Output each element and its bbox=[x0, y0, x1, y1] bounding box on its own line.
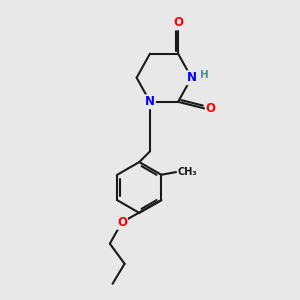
Text: N: N bbox=[145, 95, 155, 108]
Text: H: H bbox=[200, 70, 209, 80]
Text: O: O bbox=[173, 16, 183, 29]
Text: CH₃: CH₃ bbox=[177, 167, 197, 177]
Text: O: O bbox=[117, 216, 127, 229]
Text: O: O bbox=[206, 102, 216, 115]
Text: N: N bbox=[187, 71, 196, 84]
